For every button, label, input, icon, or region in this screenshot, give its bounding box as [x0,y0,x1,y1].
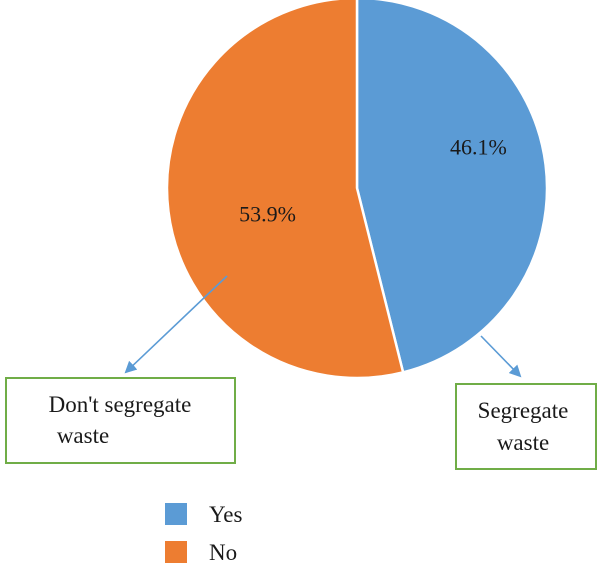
callout-text-yes-line1: Segregate [478,398,569,423]
callout-arrow-no [124,275,228,374]
pie-slices [165,0,549,380]
legend-label-no: No [209,540,237,565]
legend-label-yes: Yes [209,502,243,527]
callout-text-yes-line2: waste [497,430,549,455]
pie-slice-no [165,0,405,380]
pie-slice-yes [355,0,549,374]
legend: Yes No [165,502,243,565]
slice-label-yes: 46.1% [450,135,507,160]
legend-swatch-yes [165,503,187,525]
callout-box-yes [455,383,597,470]
callout-text-no-line2: waste [57,423,109,448]
callout-box-no [5,377,236,464]
callout-arrow-yes [480,335,522,378]
slice-label-no: 53.9% [239,202,296,227]
callout-text-no-line1: Don't segregate [49,392,192,417]
legend-swatch-no [165,541,187,563]
